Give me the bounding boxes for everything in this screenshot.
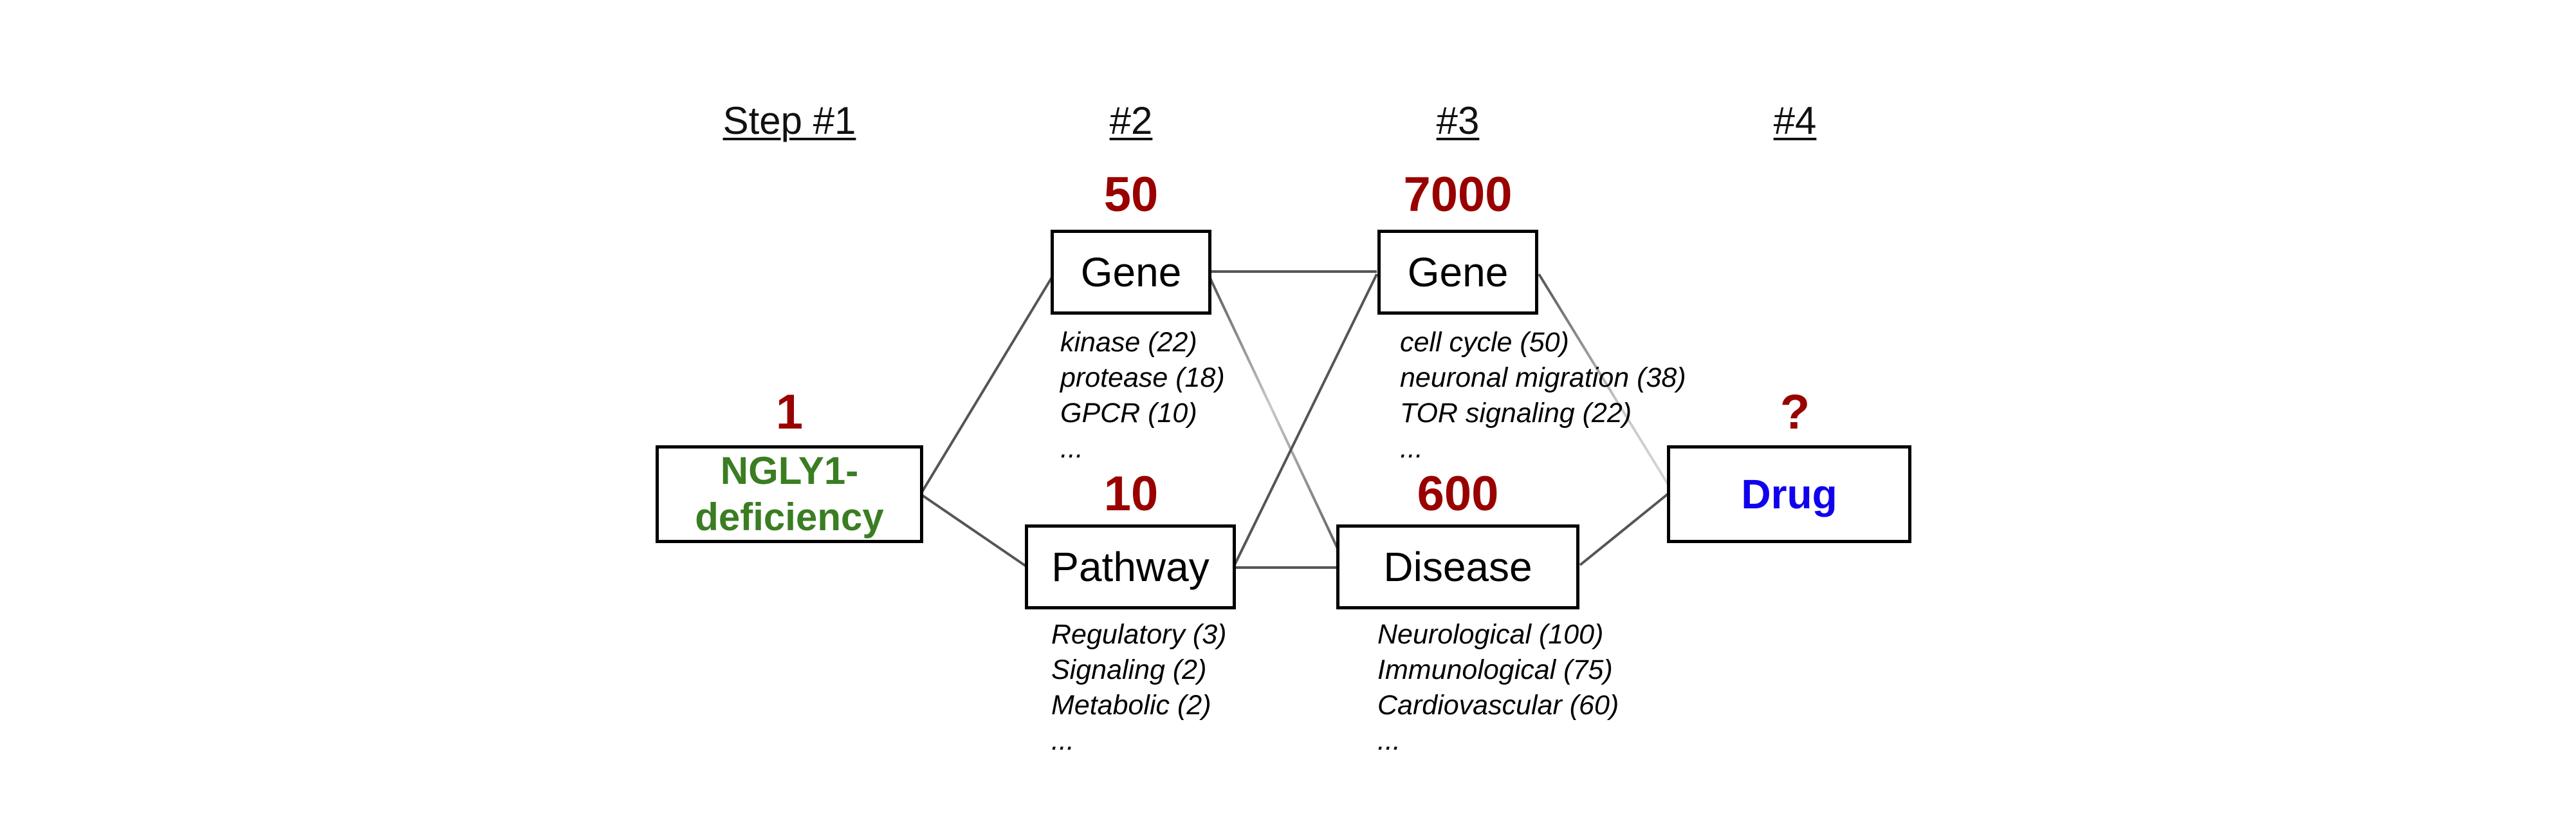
- pathway-step2-count: 10: [1103, 467, 1159, 521]
- drug-node-label: Drug: [1741, 471, 1837, 517]
- disease-step3-count: 600: [1417, 467, 1499, 521]
- list-item: ...: [1400, 433, 1423, 464]
- list-item: Neurological (100): [1377, 619, 1604, 650]
- list-item: protease (18): [1060, 362, 1225, 393]
- disease-node-step3: Disease: [1336, 524, 1579, 609]
- list-item: Signaling (2): [1051, 654, 1207, 685]
- gene-step2-count: 50: [1103, 167, 1159, 222]
- gene-node-step3-label: Gene: [1407, 249, 1509, 295]
- gene-node-step2-label: Gene: [1080, 249, 1182, 295]
- list-item: Cardiovascular (60): [1377, 690, 1619, 721]
- list-item: cell cycle (50): [1400, 327, 1569, 358]
- start-count: 1: [775, 385, 804, 439]
- disease-step3-category-list: Neurological (100) Immunological (75) Ca…: [1377, 617, 1619, 759]
- disease-node-step3-label: Disease: [1383, 544, 1532, 590]
- list-item: Regulatory (3): [1051, 619, 1227, 650]
- gene-node-step3: Gene: [1377, 230, 1538, 315]
- list-item: ...: [1060, 433, 1083, 464]
- edge-start-to-gene: [919, 273, 1055, 495]
- step-3-header: #3: [1436, 99, 1480, 142]
- pathway-node-step2: Pathway: [1025, 524, 1236, 609]
- pathway-node-step2-label: Pathway: [1051, 544, 1210, 590]
- list-item: Metabolic (2): [1051, 690, 1211, 721]
- drug-node: Drug: [1667, 445, 1911, 543]
- edge-gene-to-disease: [1207, 273, 1348, 568]
- gene-step2-category-list: kinase (22) protease (18) GPCR (10) ...: [1060, 325, 1225, 467]
- list-item: ...: [1051, 725, 1074, 756]
- edge-disease-to-drug: [1579, 493, 1669, 566]
- step-4-header: #4: [1773, 99, 1817, 142]
- gene-step3-category-list: cell cycle (50) neuronal migration (38) …: [1400, 325, 1686, 467]
- list-item: neuronal migration (38): [1400, 362, 1686, 393]
- edge-start-to-pathway: [919, 493, 1027, 568]
- step-1-header: Step #1: [722, 99, 856, 142]
- list-item: Immunological (75): [1377, 654, 1613, 685]
- pathway-step2-category-list: Regulatory (3) Signaling (2) Metabolic (…: [1051, 617, 1226, 759]
- gene-step3-count: 7000: [1403, 167, 1513, 222]
- edge-gene-to-drug: [1538, 273, 1675, 495]
- list-item: ...: [1377, 725, 1401, 756]
- start-node-ngly1-deficiency: NGLY1-deficiency: [656, 445, 923, 543]
- start-node-label: NGLY1-deficiency: [695, 449, 884, 539]
- list-item: kinase (22): [1060, 327, 1197, 358]
- step-2-header: #2: [1109, 99, 1153, 142]
- list-item: TOR signaling (22): [1400, 398, 1632, 429]
- drug-count: ?: [1780, 385, 1810, 439]
- list-item: GPCR (10): [1060, 398, 1197, 429]
- edge-pathway-to-gene: [1232, 273, 1378, 568]
- gene-node-step2: Gene: [1051, 230, 1211, 315]
